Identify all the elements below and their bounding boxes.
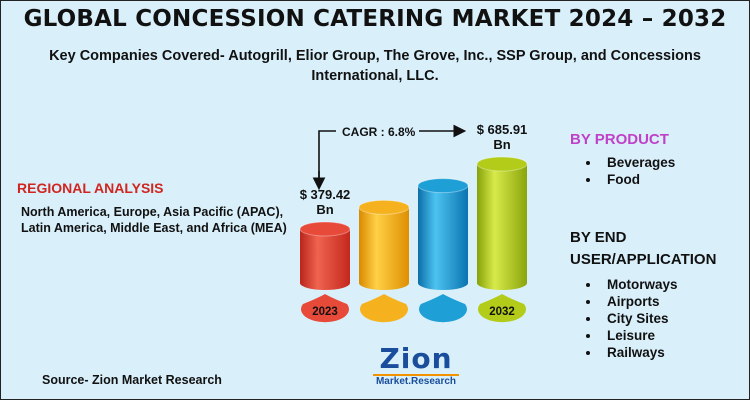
page-title: GLOBAL CONCESSION CATERING MARKET 2024 –…	[23, 6, 727, 32]
year-label: 2023	[312, 306, 338, 318]
end-use-item: Leisure	[601, 327, 678, 344]
bar-top	[299, 221, 351, 237]
bar-top	[476, 156, 528, 172]
bar-top	[358, 199, 410, 215]
end-use-list: Motorways Airports City Sites Leisure Ra…	[583, 276, 678, 361]
product-item: Beverages	[601, 154, 675, 171]
product-list: Beverages Food	[583, 154, 675, 188]
bar-0: 2023 $ 379.42 Bn	[299, 187, 351, 323]
end-use-item: Railways	[601, 344, 678, 361]
bar-body	[359, 207, 409, 290]
cagr-arrow-left	[318, 130, 336, 186]
year-badge	[419, 294, 467, 323]
by-product-heading: BY PRODUCT	[570, 131, 669, 148]
bar-top	[417, 178, 469, 194]
logo-tagline: Market.Research	[373, 374, 459, 388]
bar-body	[418, 185, 468, 290]
value-label: $ 685.91 Bn	[477, 122, 528, 152]
by-end-use-heading: BY END USER/APPLICATION	[570, 229, 717, 268]
zion-logo: Zion Market.Research	[373, 344, 459, 390]
year-badge	[478, 294, 526, 323]
logo-wordmark: Zion	[379, 342, 453, 375]
end-use-item: City Sites	[601, 310, 678, 327]
bar-3: 2032 $ 685.91 Bn	[476, 122, 528, 323]
cagr-annotation: CAGR : 6.8%	[312, 124, 467, 191]
regional-analysis-heading: REGIONAL ANALYSIS	[17, 180, 164, 196]
year-badge	[359, 294, 408, 323]
value-label: $ 379.42 Bn	[300, 187, 351, 217]
key-companies-text: Key Companies Covered- Autogrill, Elior …	[49, 48, 701, 84]
year-label: 2032	[489, 306, 515, 318]
end-use-item: Airports	[601, 293, 678, 310]
source-text: Source- Zion Market Research	[42, 373, 222, 387]
bar-body	[477, 164, 527, 290]
bar-body	[300, 229, 350, 290]
year-badge	[301, 294, 349, 323]
bar-2	[417, 178, 469, 323]
cagr-label: CAGR : 6.8%	[342, 125, 416, 139]
bar-1	[358, 199, 410, 323]
regional-analysis-text: North America, Europe, Asia Pacific (APA…	[21, 205, 287, 235]
end-use-item: Motorways	[601, 276, 678, 293]
product-item: Food	[601, 171, 675, 188]
